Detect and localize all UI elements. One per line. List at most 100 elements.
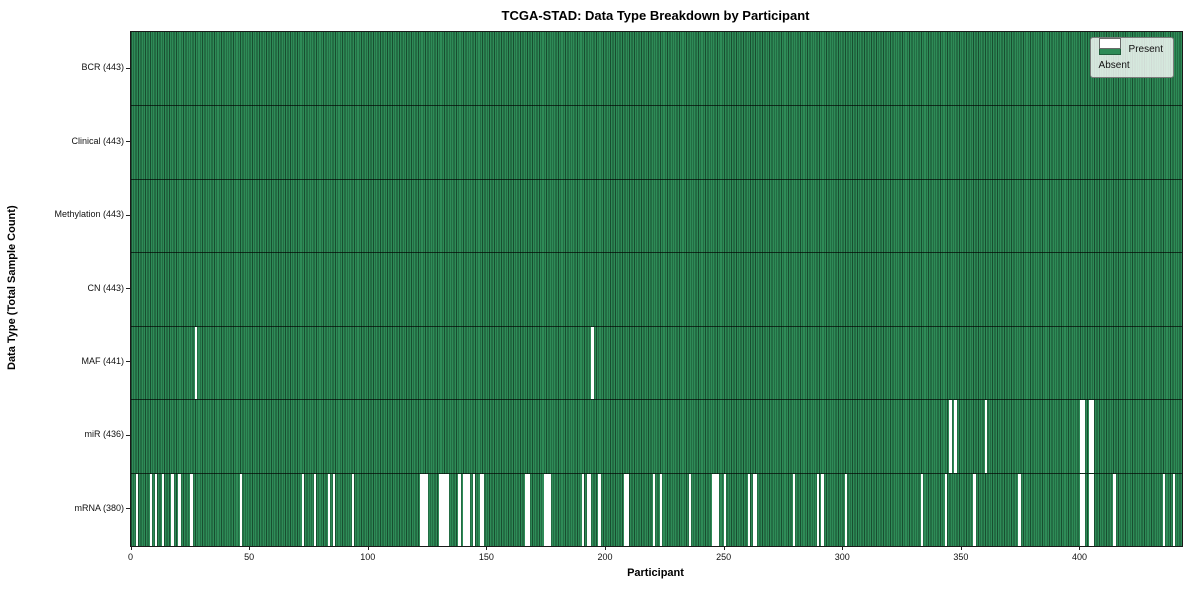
x-tick-label-200: 200 <box>597 552 613 562</box>
absent-mark <box>716 473 720 546</box>
absent-mark <box>171 473 174 546</box>
absent-mark <box>178 473 181 546</box>
y-tick-mark <box>126 434 130 436</box>
absent-mark <box>439 473 442 546</box>
absent-mark <box>463 473 466 546</box>
y-tick-mark <box>126 67 130 69</box>
y-tick-label-Methylation: Methylation (443) <box>54 209 124 220</box>
absent-mark <box>465 473 468 546</box>
absent-mark <box>154 473 158 546</box>
absent-mark <box>954 400 957 473</box>
absent-mark <box>586 473 589 546</box>
absent-mark <box>1089 473 1092 546</box>
x-tick-mark <box>842 546 844 550</box>
row-miR <box>131 399 1182 473</box>
y-tick-label-mRNA: mRNA (380) <box>74 502 124 513</box>
absent-mark <box>1172 473 1175 546</box>
absent-mark <box>1018 473 1021 546</box>
x-tick-mark <box>130 546 132 550</box>
absent-mark <box>425 473 428 546</box>
absent-mark <box>327 473 331 546</box>
x-tick-label-250: 250 <box>716 552 732 562</box>
absent-mark <box>548 473 551 546</box>
x-tick-label-50: 50 <box>244 552 255 562</box>
absent-mark <box>660 473 663 546</box>
absent-mark <box>444 473 447 546</box>
y-tick-mark <box>126 214 130 216</box>
x-tick-label-300: 300 <box>834 552 850 562</box>
absent-mark <box>921 473 924 546</box>
legend: Present Absent <box>1089 37 1174 78</box>
absent-mark <box>724 473 727 546</box>
x-tick-label-0: 0 <box>127 552 133 562</box>
absent-mark <box>479 473 483 546</box>
absent-mark <box>422 473 426 546</box>
legend-item-absent: Absent <box>1098 38 1163 71</box>
absent-mark <box>1091 473 1095 546</box>
row-Methylation <box>131 178 1182 253</box>
y-tick-label-BCR: BCR (443) <box>81 62 124 73</box>
y-tick-label-CN: CN (443) <box>87 282 124 293</box>
absent-mark <box>527 473 530 546</box>
absent-mark <box>624 473 627 546</box>
absent-mark <box>688 473 691 546</box>
absent-mark <box>1082 400 1085 473</box>
x-tick-label-100: 100 <box>360 552 376 562</box>
y-tick-label-Clinical: Clinical (443) <box>71 135 124 146</box>
absent-mark <box>420 473 423 546</box>
absent-mark <box>973 473 976 546</box>
absent-mark <box>712 473 715 546</box>
x-tick-mark <box>1079 546 1081 550</box>
absent-mark <box>747 473 751 546</box>
absent-mark <box>626 473 630 546</box>
y-tick-mark <box>126 508 130 510</box>
absent-swatch-icon <box>1098 38 1121 49</box>
x-tick-mark <box>367 546 369 550</box>
x-tick-mark <box>723 546 725 550</box>
chart-title: TCGA-STAD: Data Type Breakdown by Partic… <box>501 8 810 23</box>
absent-mark <box>446 473 449 546</box>
x-tick-label-350: 350 <box>953 552 969 562</box>
row-CN <box>131 252 1182 326</box>
row-BCR <box>131 32 1182 106</box>
absent-mark <box>588 473 592 546</box>
row-mRNA <box>131 472 1182 546</box>
absent-mark <box>949 400 952 473</box>
row-MAF <box>131 325 1182 400</box>
absent-mark <box>714 473 717 546</box>
absent-mark <box>351 473 354 546</box>
absent-mark <box>754 473 758 546</box>
absent-mark <box>598 473 601 546</box>
absent-mark <box>458 473 461 546</box>
absent-mark <box>1079 473 1083 546</box>
absent-mark <box>332 473 336 546</box>
absent-mark <box>591 326 594 400</box>
absent-mark <box>161 473 165 546</box>
absent-mark <box>944 473 948 546</box>
legend-label-present: Present <box>1128 44 1163 55</box>
absent-mark <box>1082 473 1085 546</box>
absent-mark <box>482 473 485 546</box>
absent-mark <box>816 473 819 546</box>
absent-mark <box>135 473 139 546</box>
x-tick-mark <box>486 546 488 550</box>
x-tick-mark <box>249 546 251 550</box>
absent-mark <box>985 400 988 473</box>
absent-mark <box>1089 400 1092 473</box>
y-tick-label-miR: miR (436) <box>84 429 124 440</box>
absent-mark <box>1091 400 1095 473</box>
absent-mark <box>195 326 198 400</box>
absent-mark <box>240 473 243 546</box>
absent-mark <box>149 473 153 546</box>
absent-mark <box>190 473 193 546</box>
absent-mark <box>1113 473 1116 546</box>
x-tick-label-400: 400 <box>1071 552 1087 562</box>
absent-mark <box>1163 473 1166 546</box>
y-tick-label-MAF: MAF (441) <box>81 355 124 366</box>
y-tick-mark <box>126 288 130 289</box>
y-tick-mark <box>126 361 130 363</box>
absent-mark <box>441 473 445 546</box>
absent-mark <box>845 473 848 546</box>
absent-mark <box>467 473 471 546</box>
